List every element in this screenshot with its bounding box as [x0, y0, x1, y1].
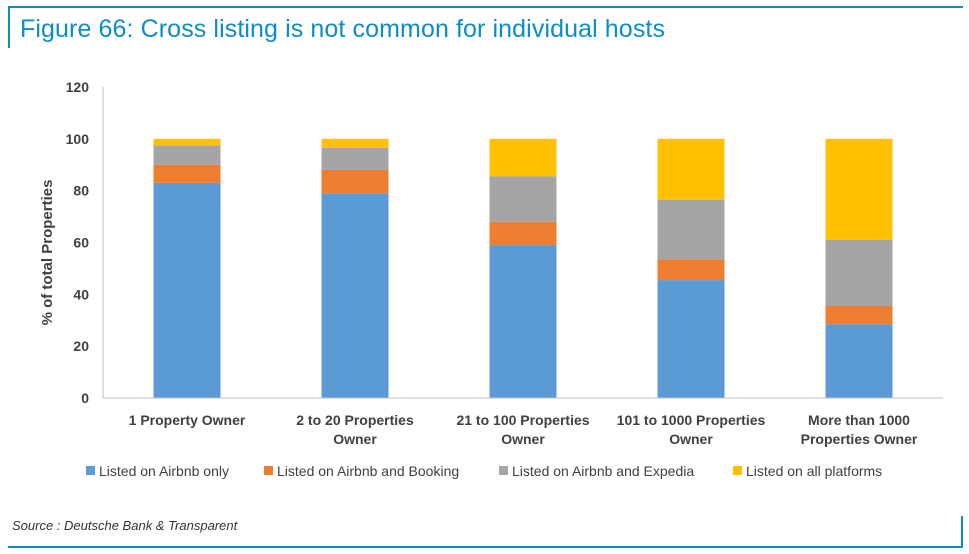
- x-tick-label: Properties Owner: [801, 431, 918, 447]
- bar-segment: [489, 245, 557, 398]
- bar-segment: [321, 169, 389, 194]
- y-axis-label: % of total Properties: [39, 180, 56, 326]
- bars: [153, 138, 893, 398]
- stacked-bar-chart: 0 20 40 60 80 100 120 % of total Properties 1 P…: [39, 79, 943, 479]
- x-tick-label: Owner: [333, 431, 377, 447]
- legend-label: Listed on Airbnb and Expedia: [512, 463, 694, 479]
- source-note: Source : Deutsche Bank & Transparent: [12, 518, 238, 533]
- bar-segment: [825, 305, 893, 325]
- bar-segment: [321, 138, 389, 148]
- x-axis: 1 Property Owner 2 to 20 Properties Owner 2…: [103, 397, 943, 447]
- y-tick-label: 100: [66, 131, 90, 147]
- bar-segment: [153, 182, 221, 398]
- bar-segment: [657, 138, 725, 200]
- bar-segment: [657, 199, 725, 260]
- bar-segment: [153, 145, 221, 165]
- y-tick-label: 0: [81, 390, 89, 406]
- x-tick-label: More than 1000: [808, 412, 910, 428]
- bar-segment: [489, 221, 557, 246]
- x-tick-label: Owner: [669, 431, 713, 447]
- bar-segment: [825, 324, 893, 398]
- bar-segment: [321, 193, 389, 398]
- bar-segment: [153, 164, 221, 183]
- y-tick-label: 80: [73, 183, 89, 199]
- legend-swatch: [264, 466, 273, 475]
- x-tick-label: Owner: [501, 431, 545, 447]
- y-tick-label: 20: [73, 338, 89, 354]
- x-tick-label: 2 to 20 Properties: [296, 412, 414, 428]
- y-axis: 0 20 40 60 80 100 120 % of total Properties: [39, 79, 104, 406]
- bar-segment: [657, 259, 725, 281]
- bar-segment: [825, 239, 893, 306]
- bar-segment: [825, 138, 893, 240]
- legend-label: Listed on Airbnb and Booking: [277, 463, 459, 479]
- legend-swatch: [86, 466, 95, 475]
- x-tick-label: 101 to 1000 Properties: [617, 412, 766, 428]
- footer-accent-bar: [961, 516, 963, 548]
- bar-segment: [153, 138, 221, 146]
- bar-segment: [321, 147, 389, 170]
- title-accent-bar: [8, 6, 10, 48]
- y-tick-label: 60: [73, 235, 89, 251]
- x-tick-label: 1 Property Owner: [129, 412, 246, 428]
- top-rule: [8, 6, 963, 8]
- bottom-rule: [8, 546, 963, 548]
- legend-swatch: [733, 466, 742, 475]
- figure-title: Figure 66: Cross listing is not common f…: [20, 15, 666, 43]
- legend-label: Listed on Airbnb only: [99, 463, 229, 479]
- y-tick-label: 40: [73, 286, 89, 302]
- legend: Listed on Airbnb only Listed on Airbnb an…: [86, 463, 882, 479]
- legend-label: Listed on all platforms: [746, 463, 882, 479]
- x-tick-label: 21 to 100 Properties: [456, 412, 589, 428]
- bar-segment: [489, 176, 557, 222]
- y-tick-label: 120: [66, 79, 90, 95]
- bar-segment: [489, 138, 557, 177]
- legend-swatch: [499, 466, 508, 475]
- bar-segment: [657, 280, 725, 398]
